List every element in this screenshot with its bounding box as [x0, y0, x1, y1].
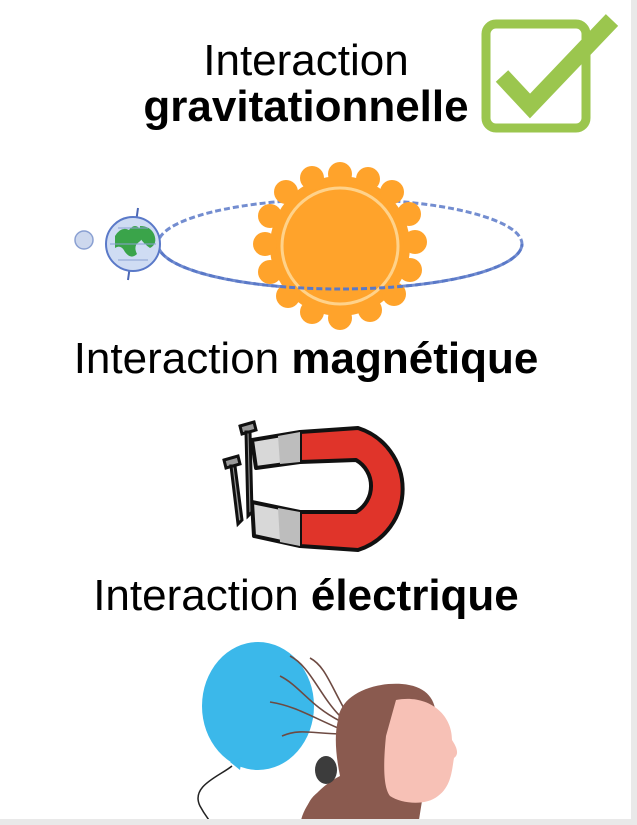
sun-icon — [253, 162, 427, 330]
gravitational-title-prefix: Interaction — [203, 36, 409, 85]
electric-title-keyword: électrique — [310, 571, 519, 620]
horseshoe-magnet-with-nails-illustration — [222, 420, 405, 552]
balloon-icon — [202, 642, 314, 770]
magnetic-title-keyword: magnétique — [291, 334, 539, 383]
nail-icon — [222, 420, 258, 528]
checkbox-checked-icon — [481, 14, 619, 133]
gravitational-title: Interaction gravitationnelle — [0, 38, 612, 130]
earth-orbiting-sun-illustration — [74, 162, 524, 330]
electric-title: Interaction électrique — [0, 570, 612, 622]
balloon-attracting-hair-illustration — [197, 642, 458, 819]
gravitational-title-keyword: gravitationnelle — [143, 82, 469, 131]
moon-icon — [74, 230, 94, 250]
girl-head-icon — [301, 683, 458, 819]
earth-icon — [105, 207, 161, 281]
magnetic-title: Interaction magnétique — [0, 333, 612, 385]
electric-title-prefix: Interaction — [93, 571, 299, 620]
magnetic-title-prefix: Interaction — [73, 334, 280, 383]
